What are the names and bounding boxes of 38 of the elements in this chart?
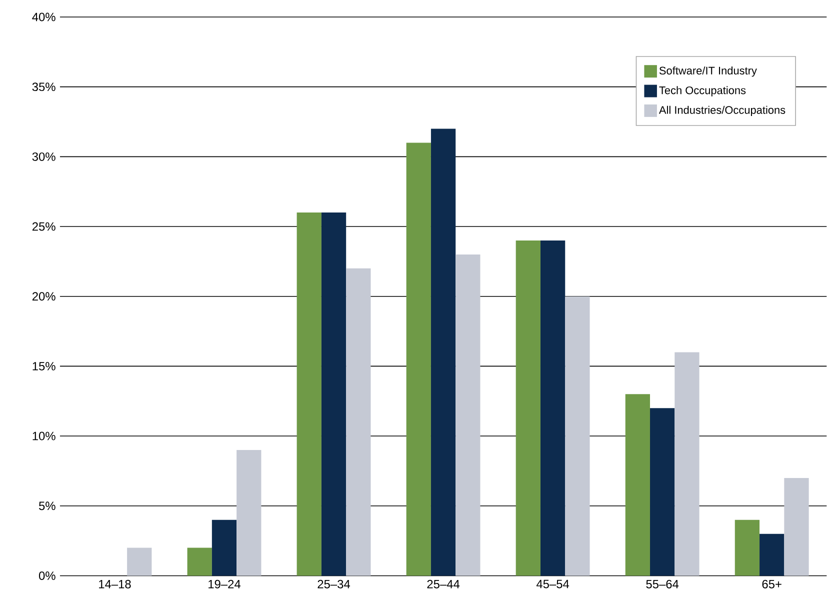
bar — [236, 450, 262, 576]
y-tick-label: 20% — [32, 292, 56, 301]
x-tick-label: 25–44 — [427, 580, 460, 588]
y-tick-label: 35% — [32, 82, 56, 92]
y-tick-label: 30% — [32, 152, 56, 162]
y-tick-label: 5% — [39, 502, 56, 510]
bar — [187, 548, 212, 576]
bar — [674, 352, 700, 576]
y-tick-label: 10% — [32, 432, 56, 440]
legend-label: All Industries/Occupations — [658, 106, 786, 116]
bar — [127, 548, 152, 576]
x-tick-label: 19–24 — [208, 580, 241, 588]
bar — [784, 478, 809, 576]
bar — [321, 212, 346, 576]
y-tick-label: 40% — [32, 12, 56, 22]
bar — [516, 240, 540, 576]
bar — [650, 408, 675, 576]
bar — [565, 296, 590, 576]
bar — [540, 240, 566, 576]
bar — [760, 534, 784, 576]
y-tick-label: 15% — [32, 362, 56, 371]
bar — [430, 128, 456, 576]
bar — [734, 520, 760, 576]
bar — [456, 254, 480, 576]
legend-label: Software/IT Industry — [659, 66, 757, 77]
bar — [406, 142, 431, 576]
bar — [212, 520, 237, 576]
x-tick-label: 25–34 — [318, 580, 350, 588]
y-tick-label: 25% — [32, 222, 56, 231]
y-tick-label: 0% — [38, 572, 56, 580]
x-tick-label: 14–18 — [99, 580, 131, 588]
bar — [296, 212, 322, 576]
bar — [346, 268, 371, 576]
bar — [625, 394, 650, 576]
x-tick-label: 55–64 — [646, 580, 679, 588]
legend-label: Tech Occupations — [659, 86, 746, 96]
x-tick-label: 45–54 — [536, 580, 570, 588]
x-tick-label: 65+ — [762, 580, 782, 588]
